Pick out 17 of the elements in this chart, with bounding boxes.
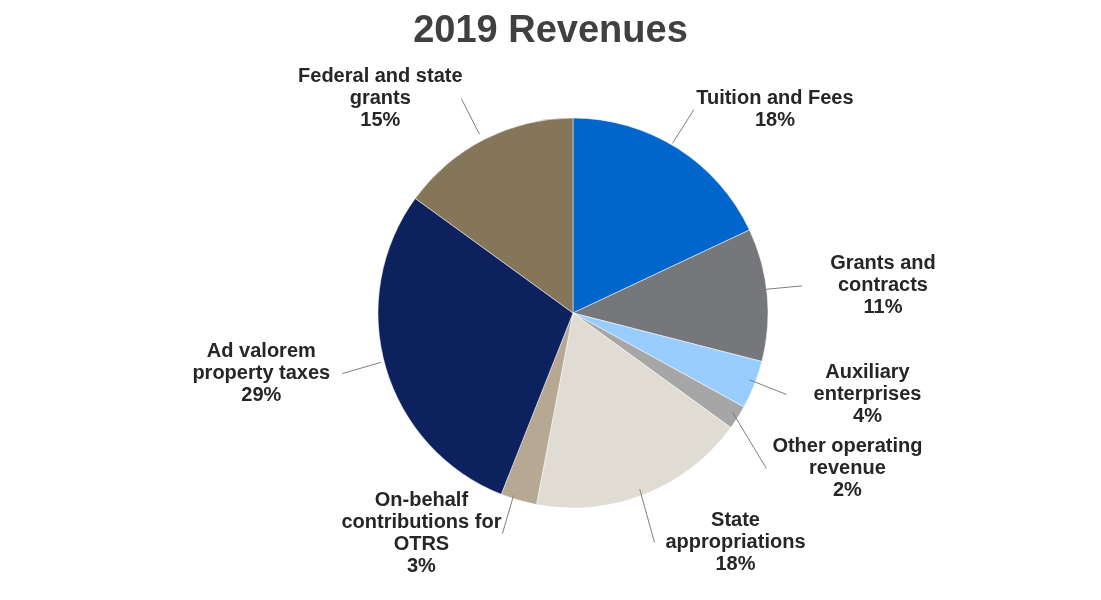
slice-label: Federal and state grants xyxy=(298,63,463,108)
data-label: 3% xyxy=(406,553,437,576)
data-label: 18% xyxy=(754,107,796,130)
data-label: 11% xyxy=(863,294,903,317)
data-label: 18% xyxy=(715,551,756,574)
slice-label: Ad valorem property taxes xyxy=(192,338,331,383)
data-label: 2% xyxy=(832,477,863,500)
slice-label: Other operating revenue xyxy=(772,433,923,478)
slice-label: Auxiliary enterprises xyxy=(813,359,922,404)
slice-label: On-behalf contributions for OTRS xyxy=(341,487,502,554)
chart-title: 2019 Revenues xyxy=(412,8,689,51)
data-label: 4% xyxy=(853,403,883,426)
data-label: 15% xyxy=(360,107,401,130)
data-label: 29% xyxy=(241,382,282,405)
slice-label: Tuition and Fees xyxy=(696,85,854,108)
slice-label: State appropriations xyxy=(665,507,806,552)
slice-label: Grants and contracts xyxy=(830,250,936,295)
